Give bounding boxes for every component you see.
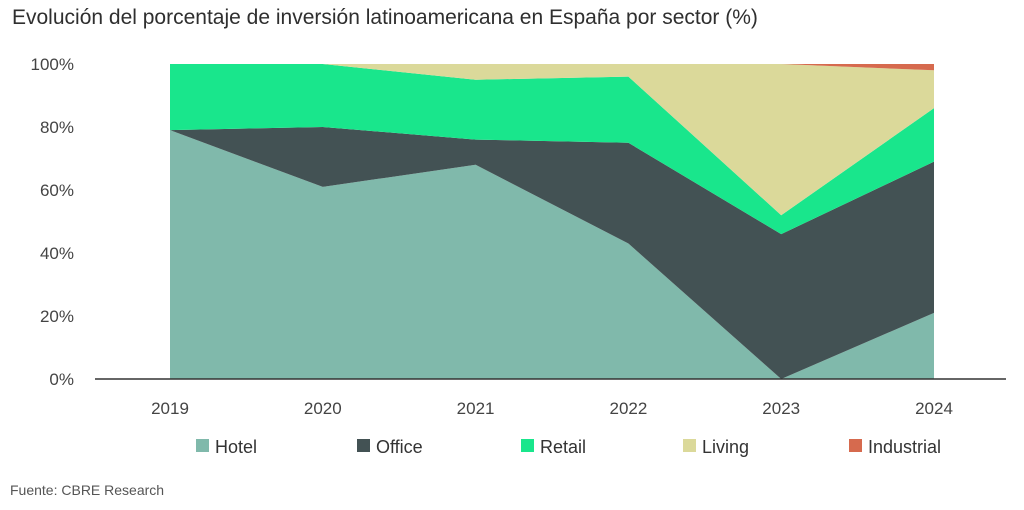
legend-swatch <box>196 439 209 452</box>
legend-item-hotel: Hotel <box>196 437 257 457</box>
legend-item-industrial: Industrial <box>849 437 941 457</box>
x-tick-label: 2019 <box>151 399 189 418</box>
y-tick-label: 20% <box>40 307 74 326</box>
legend: Hotel Office Retail Living Industrial <box>196 437 941 457</box>
y-tick-label: 100% <box>31 55 74 74</box>
area-retail <box>170 64 934 235</box>
legend-swatch <box>683 439 696 452</box>
x-tick-label: 2022 <box>609 399 647 418</box>
x-axis-ticks: 2019 2020 2021 2022 2023 2024 <box>151 399 953 418</box>
source-note: Fuente: CBRE Research <box>10 482 165 498</box>
area-series-group <box>170 64 934 379</box>
area-hotel <box>170 130 934 379</box>
legend-label: Living <box>702 437 749 457</box>
legend-item-living: Living <box>683 437 749 457</box>
legend-label: Retail <box>540 437 586 457</box>
legend-swatch <box>521 439 534 452</box>
x-tick-label: 2021 <box>457 399 495 418</box>
legend-item-retail: Retail <box>521 437 586 457</box>
legend-label: Industrial <box>868 437 941 457</box>
x-tick-label: 2023 <box>762 399 800 418</box>
area-living <box>170 64 934 216</box>
x-tick-label: 2024 <box>915 399 953 418</box>
legend-item-office: Office <box>357 437 423 457</box>
y-tick-label: 40% <box>40 244 74 263</box>
legend-swatch <box>357 439 370 452</box>
legend-swatch <box>849 439 862 452</box>
y-tick-label: 0% <box>49 370 74 389</box>
legend-label: Office <box>376 437 423 457</box>
y-tick-label: 80% <box>40 118 74 137</box>
y-axis-ticks: 0% 20% 40% 60% 80% 100% <box>31 55 74 389</box>
area-industrial <box>170 64 934 71</box>
area-office <box>170 127 934 379</box>
chart-title: Evolución del porcentaje de inversión la… <box>12 6 758 29</box>
legend-label: Hotel <box>215 437 257 457</box>
x-tick-label: 2020 <box>304 399 342 418</box>
y-tick-label: 60% <box>40 181 74 200</box>
